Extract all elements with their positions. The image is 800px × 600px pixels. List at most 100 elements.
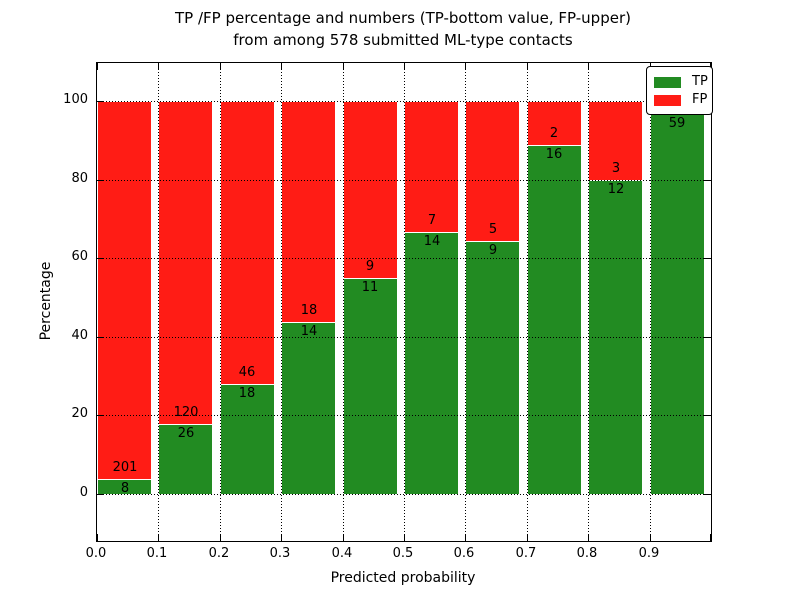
bar-count-label-fp: 3 xyxy=(611,161,621,176)
x-tick-mark xyxy=(281,63,282,70)
bar-count-label-fp: 120 xyxy=(173,405,199,420)
x-tick-label: 0.9 xyxy=(638,546,660,561)
bar-segment-tp xyxy=(158,424,213,494)
bar-segment-tp xyxy=(281,322,336,494)
gridline-vertical xyxy=(220,63,221,541)
bar-segment-tp xyxy=(650,114,705,494)
gridline-vertical xyxy=(404,63,405,541)
y-tick-mark xyxy=(97,258,104,259)
bar-count-label-tp: 16 xyxy=(545,147,563,162)
x-tick-mark xyxy=(527,534,528,541)
gridline-horizontal xyxy=(97,180,711,181)
bar-segment-fp xyxy=(281,101,336,322)
bar-segment-fp xyxy=(527,101,582,145)
plot-area: 201 8 120 26 46 18 18 14 9 11 7 14 5 9 2 16 3 12 59 xyxy=(96,62,712,542)
bar-count-label-tp: 14 xyxy=(423,234,441,249)
y-tick-label: 60 xyxy=(71,249,88,264)
x-tick-mark xyxy=(588,534,589,541)
y-tick-label: 80 xyxy=(71,171,88,186)
bar-segment-fp xyxy=(465,101,520,241)
bar-count-label-tp: 11 xyxy=(361,280,379,295)
bar-count-label-fp: 2 xyxy=(549,126,559,141)
gridline-horizontal xyxy=(97,258,711,259)
legend-entry-tp: TP xyxy=(654,73,708,91)
y-tick-label: 0 xyxy=(79,485,88,500)
y-tick-mark xyxy=(704,258,711,259)
x-tick-mark xyxy=(650,534,651,541)
y-tick-mark xyxy=(704,180,711,181)
bar-segment-fp xyxy=(158,101,213,424)
bar-segment-tp xyxy=(404,232,459,494)
bar-count-label-tp: 18 xyxy=(238,386,256,401)
x-tick-label: 0.5 xyxy=(392,546,414,561)
gridline-horizontal xyxy=(97,337,711,338)
legend-label-tp: TP xyxy=(692,74,708,89)
bar-segment-fp xyxy=(97,101,152,479)
bar-count-label-fp: 7 xyxy=(427,213,437,228)
x-tick-mark xyxy=(710,534,711,541)
x-tick-mark xyxy=(281,534,282,541)
gridline-vertical xyxy=(650,63,651,541)
x-tick-mark xyxy=(465,534,466,541)
x-axis-label: Predicted probability xyxy=(330,570,476,586)
legend-label-fp: FP xyxy=(692,92,708,107)
legend-swatch-tp-icon xyxy=(654,76,681,88)
bar-segment-fp xyxy=(588,101,643,180)
y-tick-mark xyxy=(97,101,104,102)
x-tick-mark xyxy=(158,534,159,541)
gridline-horizontal xyxy=(97,494,711,495)
y-tick-mark xyxy=(704,494,711,495)
x-tick-mark xyxy=(404,63,405,70)
gridline-vertical xyxy=(465,63,466,541)
gridline-vertical xyxy=(527,63,528,541)
x-tick-mark xyxy=(465,63,466,70)
x-tick-mark xyxy=(220,63,221,70)
y-tick-mark xyxy=(97,494,104,495)
bar-count-label-tp: 26 xyxy=(177,426,195,441)
x-tick-label: 0.1 xyxy=(146,546,168,561)
bar-count-label-fp: 46 xyxy=(238,365,256,380)
y-tick-label: 20 xyxy=(71,406,88,421)
x-tick-label: 0.2 xyxy=(208,546,230,561)
x-tick-mark xyxy=(588,63,589,70)
x-tick-mark xyxy=(220,534,221,541)
bar-count-label-tp: 59 xyxy=(668,116,686,131)
gridline-vertical xyxy=(588,63,589,541)
y-tick-label: 100 xyxy=(63,92,88,107)
x-tick-mark xyxy=(404,534,405,541)
bar-count-label-fp: 9 xyxy=(365,259,375,274)
bar-count-label-tp: 12 xyxy=(607,182,625,197)
legend-swatch-fp-icon xyxy=(654,94,681,106)
bar-segment-tp xyxy=(97,479,152,494)
x-tick-label: 0.4 xyxy=(331,546,353,561)
y-tick-mark xyxy=(97,415,104,416)
gridline-vertical xyxy=(343,63,344,541)
bar-segment-tp xyxy=(527,145,582,494)
x-tick-label: 0.0 xyxy=(85,546,107,561)
gridline-horizontal xyxy=(97,101,711,102)
bar-count-label-fp: 18 xyxy=(300,303,318,318)
chart-title: TP /FP percentage and numbers (TP-bottom… xyxy=(96,7,710,51)
chart-title-line2: from among 578 submitted ML-type contact… xyxy=(233,31,573,49)
bar-segment-tp xyxy=(220,384,275,494)
legend-entry-fp: FP xyxy=(654,91,708,109)
y-tick-label: 40 xyxy=(71,328,88,343)
x-tick-mark xyxy=(343,63,344,70)
x-tick-mark xyxy=(158,63,159,70)
bar-count-label-tp: 14 xyxy=(300,324,318,339)
x-tick-mark xyxy=(97,63,98,70)
x-tick-label: 0.8 xyxy=(576,546,598,561)
bar-count-label-tp: 8 xyxy=(120,481,130,496)
y-tick-mark xyxy=(97,337,104,338)
y-tick-mark xyxy=(704,415,711,416)
bar-count-label-fp: 5 xyxy=(488,222,498,237)
y-tick-mark xyxy=(97,180,104,181)
bar-segment-fp xyxy=(220,101,275,384)
bar-segment-tp xyxy=(465,241,520,494)
x-tick-label: 0.6 xyxy=(453,546,475,561)
chart-title-line1: TP /FP percentage and numbers (TP-bottom… xyxy=(175,9,631,27)
y-tick-mark xyxy=(704,337,711,338)
bar-count-label-tp: 9 xyxy=(488,243,498,258)
x-tick-label: 0.7 xyxy=(515,546,537,561)
gridline-horizontal xyxy=(97,415,711,416)
